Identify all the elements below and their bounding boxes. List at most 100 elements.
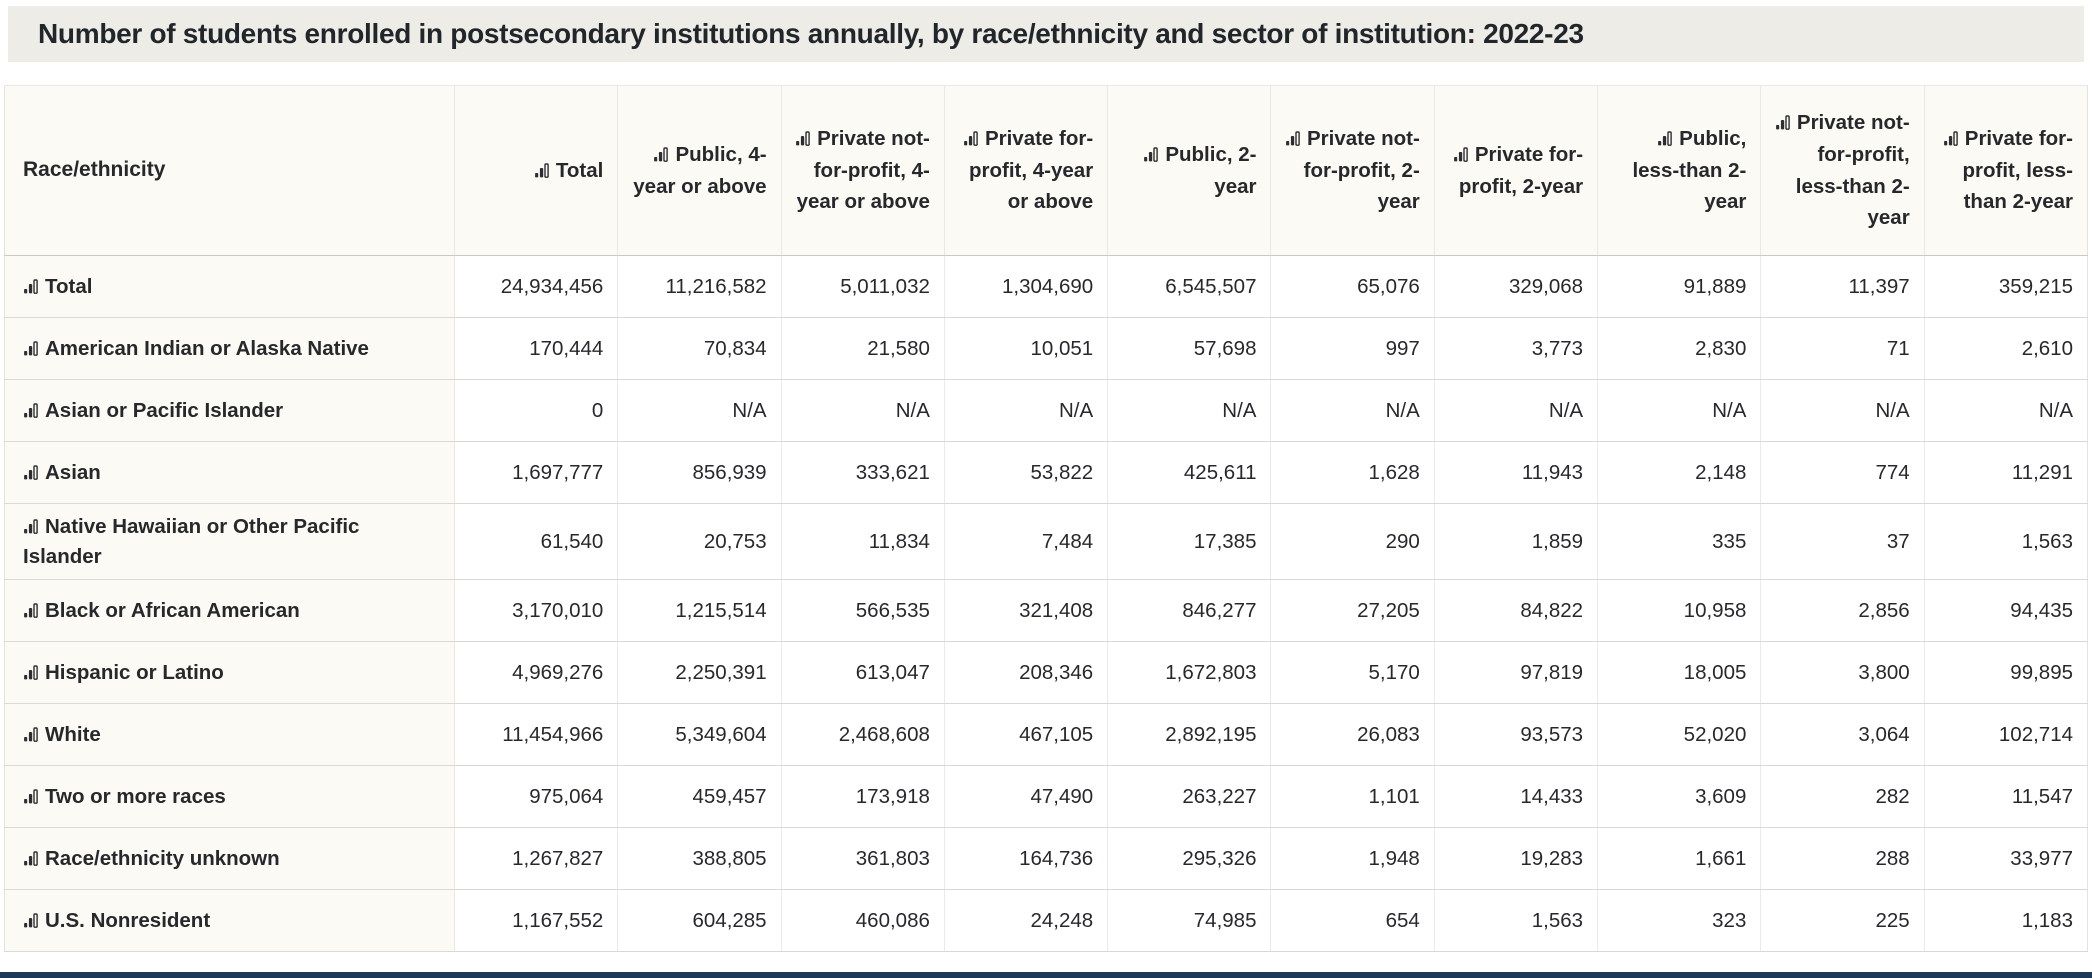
table-row: Asian or Pacific Islander 0 N/A N/A N/A N/A N/… — [4, 379, 2088, 442]
column-header-label: Private not-for-profit, 2-year — [1303, 126, 1420, 214]
column-header-label: Private for-profit, less-than 2-year — [1962, 126, 2074, 214]
cell-value: 566,535 — [781, 579, 945, 643]
cell-value: 1,563 — [1434, 889, 1599, 953]
column-header: Public, 2-year — [1107, 85, 1272, 256]
cell-value: 11,216,582 — [617, 255, 782, 318]
cell-value: 3,800 — [1760, 641, 1925, 705]
cell-value: 846,277 — [1107, 579, 1272, 643]
cell-value: 333,621 — [781, 441, 945, 504]
cell-value: 10,051 — [944, 317, 1109, 380]
bar-chart-icon[interactable] — [23, 402, 39, 418]
bar-chart-icon[interactable] — [1657, 131, 1673, 146]
cell-value: 1,697,777 — [454, 441, 619, 504]
cell-value: 654 — [1270, 889, 1435, 953]
cell-value: 4,969,276 — [454, 641, 619, 705]
bar-chart-icon[interactable] — [963, 131, 979, 146]
cell-value: 11,834 — [781, 503, 945, 581]
cell-value: 975,064 — [454, 765, 619, 829]
cell-value: 11,291 — [1924, 441, 2088, 504]
cell-value: 102,714 — [1924, 703, 2088, 767]
bar-chart-icon[interactable] — [23, 789, 39, 804]
cell-value: N/A — [1760, 379, 1925, 442]
bar-chart-icon[interactable] — [1775, 115, 1791, 130]
cell-value: 290 — [1270, 503, 1435, 581]
bar-chart-icon[interactable] — [1143, 147, 1159, 162]
column-header-race-ethnicity: Race/ethnicity — [4, 85, 455, 256]
bar-chart-icon[interactable] — [795, 131, 811, 146]
column-header-label: Public, 2-year — [1165, 142, 1257, 198]
table-body: Total 24,934,456 11,216,582 5,011,032 1,304,… — [4, 255, 2088, 953]
bar-chart-icon[interactable] — [1943, 131, 1959, 146]
cell-value: 164,736 — [944, 827, 1109, 891]
row-label: Asian — [4, 441, 455, 504]
column-header-label: Public, 4-year or above — [633, 142, 767, 198]
cell-value: 24,248 — [944, 889, 1109, 953]
bar-chart-icon[interactable] — [23, 519, 39, 534]
row-label-text: Two or more races — [45, 785, 226, 809]
table-header: Race/ethnicity Total Public, 4-year or ab… — [4, 85, 2088, 256]
bar-chart-icon[interactable] — [23, 464, 39, 480]
table-row: Race/ethnicity unknown 1,267,827 388,805 36… — [4, 827, 2088, 891]
cell-value: 11,454,966 — [454, 703, 619, 767]
cell-value: N/A — [1597, 379, 1762, 442]
cell-value: 329,068 — [1434, 255, 1599, 318]
cell-value: 93,573 — [1434, 703, 1599, 767]
cell-value: 5,349,604 — [617, 703, 782, 767]
row-label-text: Hispanic or Latino — [45, 661, 224, 685]
cell-value: N/A — [617, 379, 782, 442]
cell-value: 1,672,803 — [1107, 641, 1272, 705]
bar-chart-icon[interactable] — [23, 851, 39, 866]
cell-value: 33,977 — [1924, 827, 2088, 891]
cell-value: 359,215 — [1924, 255, 2088, 318]
cell-value: 1,215,514 — [617, 579, 782, 643]
row-label: White — [4, 703, 455, 767]
row-label: Hispanic or Latino — [4, 641, 455, 705]
bar-chart-icon[interactable] — [653, 147, 669, 162]
cell-value: 460,086 — [781, 889, 945, 953]
bar-chart-icon[interactable] — [23, 727, 39, 742]
cell-value: 5,011,032 — [781, 255, 945, 318]
cell-value: 20,753 — [617, 503, 782, 581]
bar-chart-icon[interactable] — [1285, 131, 1301, 146]
bar-chart-icon[interactable] — [23, 278, 39, 294]
bar-chart-icon[interactable] — [23, 340, 39, 356]
cell-value: 53,822 — [944, 441, 1109, 504]
cell-value: 225 — [1760, 889, 1925, 953]
column-header-label: Total — [555, 158, 604, 182]
cell-value: 173,918 — [781, 765, 945, 829]
row-label-text: Native Hawaiian or Other Pacific Islande… — [23, 515, 360, 568]
column-header-label: Public, less-than 2-year — [1632, 126, 1747, 214]
cell-value: 1,183 — [1924, 889, 2088, 953]
bar-chart-icon[interactable] — [534, 162, 550, 178]
table-row: Two or more races 975,064 459,457 173,918 47… — [4, 765, 2088, 829]
cell-value: 57,698 — [1107, 317, 1272, 380]
cell-value: 7,484 — [944, 503, 1109, 581]
column-header: Total — [454, 85, 619, 256]
cell-value: 0 — [454, 379, 619, 442]
column-header: Private for-profit, 2-year — [1434, 85, 1599, 256]
table-row: Total 24,934,456 11,216,582 5,011,032 1,304,… — [4, 255, 2088, 318]
cell-value: 323 — [1597, 889, 1762, 953]
cell-value: 856,939 — [617, 441, 782, 504]
cell-value: 2,610 — [1924, 317, 2088, 380]
column-header: Private not-for-profit, 4-year or above — [781, 85, 945, 256]
cell-value: 70,834 — [617, 317, 782, 380]
bar-chart-icon[interactable] — [23, 603, 39, 618]
row-label: Black or African American — [4, 579, 455, 643]
cell-value: 1,948 — [1270, 827, 1435, 891]
cell-value: 65,076 — [1270, 255, 1435, 318]
table-container: Race/ethnicity Total Public, 4-year or ab… — [4, 85, 2088, 953]
cell-value: 1,859 — [1434, 503, 1599, 581]
cell-value: 997 — [1270, 317, 1435, 380]
cell-value: 774 — [1760, 441, 1925, 504]
row-label: American Indian or Alaska Native — [4, 317, 455, 380]
bar-chart-icon[interactable] — [23, 665, 39, 680]
bar-chart-icon[interactable] — [23, 913, 39, 928]
cell-value: N/A — [781, 379, 945, 442]
bar-chart-icon[interactable] — [1453, 147, 1469, 162]
cell-value: 1,563 — [1924, 503, 2088, 581]
cell-value: 2,830 — [1597, 317, 1762, 380]
cell-value: 47,490 — [944, 765, 1109, 829]
cell-value: 11,397 — [1760, 255, 1925, 318]
cell-value: 19,283 — [1434, 827, 1599, 891]
